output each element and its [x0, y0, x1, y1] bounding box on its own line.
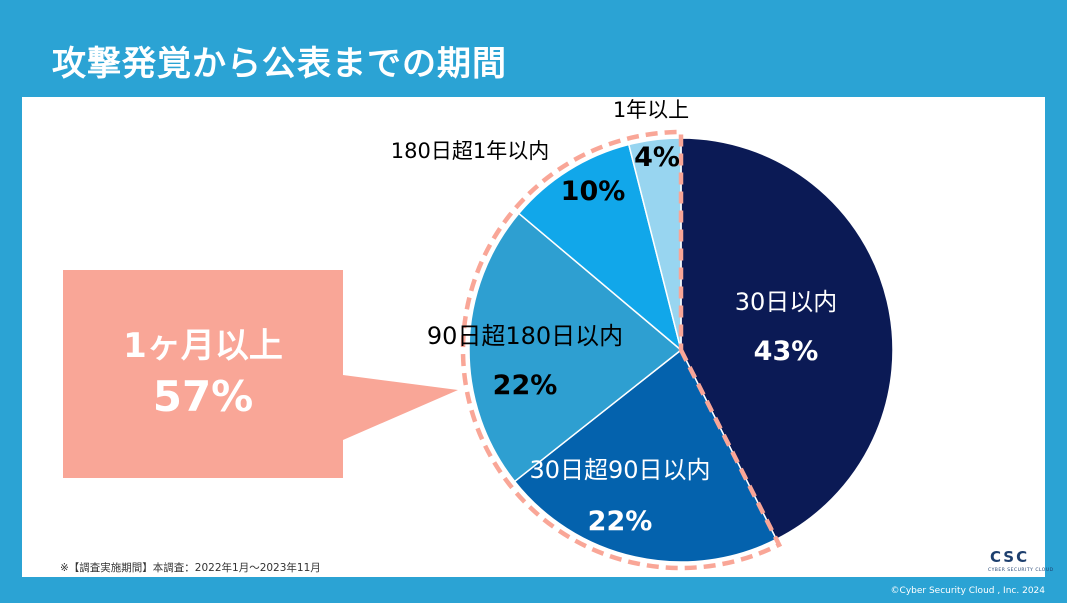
- page-title: 攻撃発覚から公表までの期間: [52, 44, 507, 84]
- pie-slice: [680, 137, 894, 541]
- pie-slice: [513, 348, 778, 563]
- slice-value-label: 4%: [634, 142, 680, 173]
- slice-value-label: 10%: [561, 176, 626, 207]
- slice-value-label: 22%: [588, 506, 653, 537]
- slice-value-label: 43%: [754, 336, 819, 367]
- callout-value: 57%: [152, 372, 254, 421]
- slice-label: 180日超1年以内: [391, 139, 549, 163]
- slice-value-label: 22%: [493, 370, 558, 401]
- callout-box: [63, 270, 458, 478]
- slice-label: 30日超90日以内: [529, 456, 710, 484]
- csc-logo-subtitle: CYBER SECURITY CLOUD: [988, 568, 1054, 573]
- slice-label: 90日超180日以内: [427, 322, 623, 350]
- slice-label: 1年以上: [613, 98, 689, 122]
- slice-label: 30日以内: [735, 288, 838, 316]
- callout-label: 1ヶ月以上: [123, 326, 283, 366]
- copyright: ©Cyber Security Cloud , Inc. 2024: [890, 586, 1045, 596]
- pie-slice: [517, 143, 683, 353]
- csc-logo: CSC: [990, 548, 1030, 566]
- pie-slice: [468, 212, 683, 483]
- footnote: ※【調査実施期間】本調査：2022年1月〜2023年11月: [60, 562, 321, 574]
- highlight-outline: [460, 129, 783, 571]
